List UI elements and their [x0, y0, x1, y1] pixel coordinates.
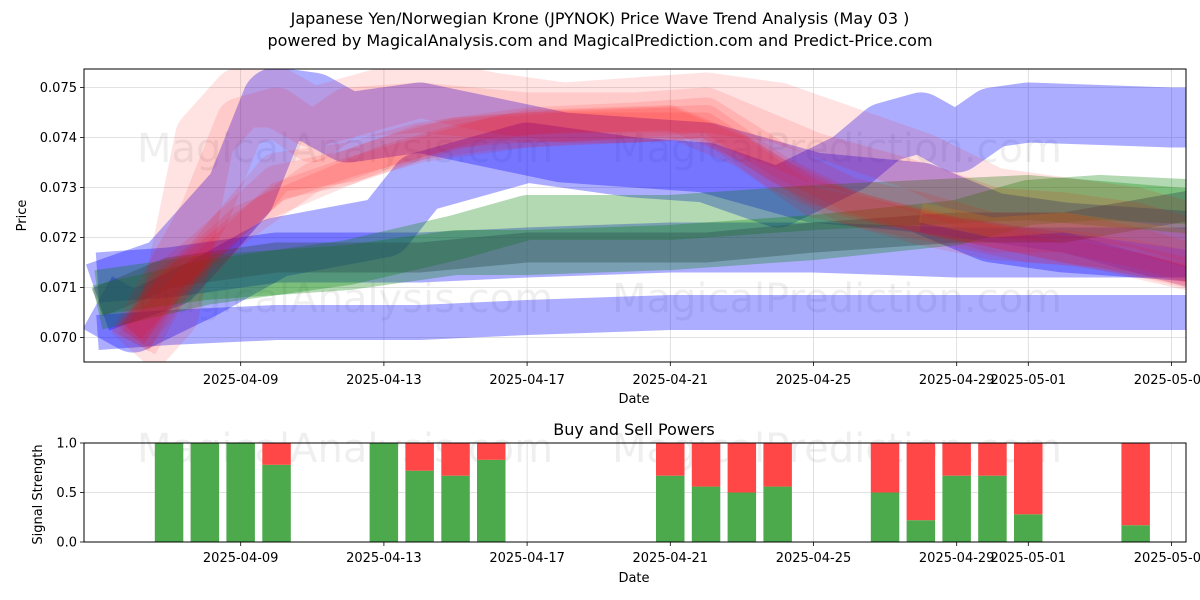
buy-bar — [226, 443, 255, 542]
wave-band — [95, 222, 1186, 303]
buy-bar — [942, 475, 971, 542]
buy-bar — [906, 520, 936, 542]
signal-plot-frame — [83, 442, 1187, 543]
y-tick-label: 0.072 — [40, 231, 77, 246]
y-axis-label: Price — [15, 200, 30, 232]
wave-band — [85, 69, 1186, 331]
buy-bar — [262, 464, 291, 542]
buy-bar — [190, 443, 220, 542]
x-tick-label: 2025-04-29 — [919, 551, 995, 566]
watermark-text: MagicalPrediction.com — [612, 276, 1062, 322]
sell-bar — [262, 443, 291, 465]
wave-band — [92, 175, 1186, 330]
y-tick-label: 0.075 — [40, 81, 77, 96]
buy-bar — [656, 475, 685, 542]
sell-bar — [691, 443, 721, 487]
x-tick-label: 2025-04-09 — [203, 373, 279, 388]
wave-band — [121, 107, 1186, 342]
buy-bar — [154, 443, 184, 542]
wave-band — [918, 202, 1186, 250]
wave-bands — [84, 69, 1186, 362]
buy-bar — [405, 470, 434, 542]
sell-bar — [906, 443, 936, 521]
x-tick-label: 2025-04-29 — [919, 373, 995, 388]
wave-band — [110, 69, 1186, 362]
y-tick-label: 0.073 — [40, 181, 77, 196]
buy-bar — [727, 492, 757, 542]
y-tick-label: 0.071 — [40, 281, 77, 296]
sell-bar — [656, 443, 685, 476]
price-plot-frame — [83, 68, 1187, 363]
buy-bar — [1014, 514, 1043, 542]
buy-bar — [1121, 525, 1150, 542]
y-axis-label: Signal Strength — [31, 444, 46, 544]
sell-bar — [763, 443, 792, 487]
wave-band — [91, 190, 1186, 317]
wave-band — [122, 105, 1186, 345]
wave-band — [84, 82, 1186, 353]
y-tick-label: 0.070 — [40, 331, 77, 346]
x-tick-label: 2025-05-05 — [1134, 373, 1200, 388]
wave-band — [126, 112, 1186, 340]
sell-bar — [727, 443, 757, 493]
x-tick-label: 2025-05-01 — [991, 373, 1067, 388]
x-tick-label: 2025-04-09 — [203, 551, 279, 566]
wave-band — [117, 105, 1186, 351]
price-grid: 0.070 0.071 0.072 0.073 0.074 0.075 2025-04-09… — [40, 69, 1200, 388]
wave-band — [94, 175, 1186, 315]
watermark-text: MagicalAnalysis.com — [137, 126, 553, 172]
y-tick-label: 1.0 — [56, 437, 77, 452]
sell-bar — [978, 443, 1007, 476]
x-axis-label: Date — [618, 571, 649, 586]
buy-bar — [978, 475, 1007, 542]
y-tick-label: 0.0 — [56, 536, 77, 551]
wave-band — [96, 295, 1186, 350]
signal-bars — [154, 443, 1150, 542]
sell-bar — [1121, 443, 1150, 526]
price-plot-area — [84, 69, 1186, 362]
sell-bar — [942, 443, 971, 476]
sell-bar — [477, 443, 506, 460]
x-tick-label: 2025-04-25 — [776, 373, 852, 388]
y-tick-label: 0.074 — [40, 131, 77, 146]
buy-bar — [477, 459, 506, 542]
buy-bar — [441, 475, 470, 542]
sell-bar — [441, 443, 470, 476]
buy-bar — [691, 486, 721, 542]
sell-bar — [1014, 443, 1043, 515]
x-axis-label: Date — [618, 392, 649, 407]
buy-bar — [870, 492, 900, 542]
chart-title: Japanese Yen/Norwegian Krone (JPYNOK) Pr… — [290, 9, 910, 28]
x-tick-label: 2025-04-21 — [633, 551, 709, 566]
sell-bar — [870, 443, 900, 493]
sell-bar — [405, 443, 434, 471]
x-tick-label: 2025-04-13 — [346, 373, 422, 388]
watermark-text: MagicalPrediction.com — [612, 126, 1062, 172]
x-tick-label: 2025-04-21 — [633, 373, 709, 388]
watermark-text: MagicalAnalysis.com — [137, 276, 553, 322]
x-tick-label: 2025-04-17 — [489, 373, 565, 388]
x-tick-label: 2025-05-01 — [991, 551, 1067, 566]
signal-chart-title: Buy and Sell Powers — [553, 420, 715, 439]
chart-subtitle: powered by MagicalAnalysis.com and Magic… — [267, 31, 933, 50]
x-tick-label: 2025-04-13 — [346, 551, 422, 566]
wave-band — [111, 82, 1186, 355]
y-tick-label: 0.5 — [56, 486, 77, 501]
wave-band — [919, 212, 1186, 287]
x-tick-label: 2025-05-05 — [1134, 551, 1200, 566]
wave-band — [117, 97, 1186, 350]
x-tick-label: 2025-04-17 — [489, 551, 565, 566]
buy-bar — [369, 443, 399, 542]
buy-bar — [763, 486, 792, 542]
x-tick-label: 2025-04-25 — [776, 551, 852, 566]
